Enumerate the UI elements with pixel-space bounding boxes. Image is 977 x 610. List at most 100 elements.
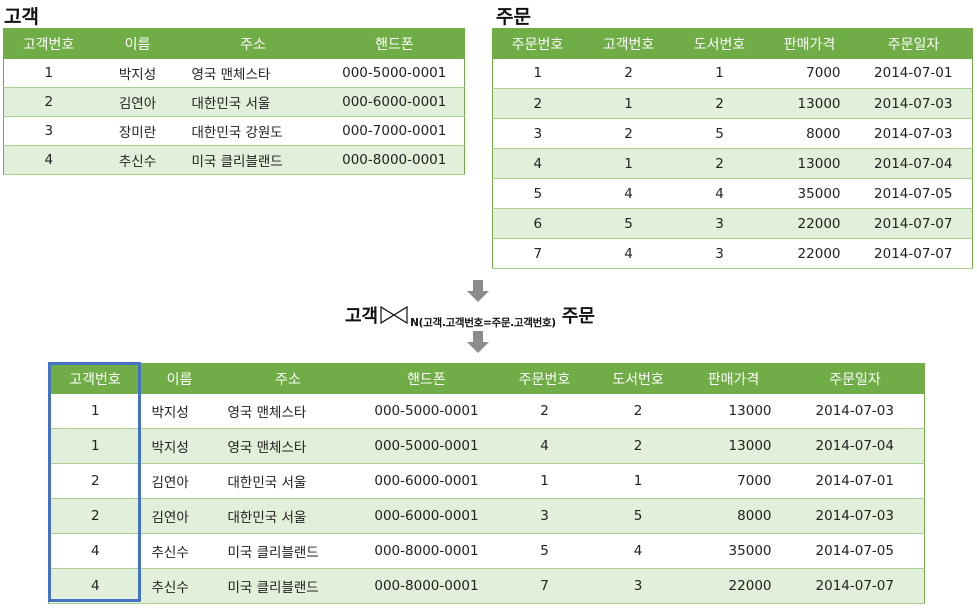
customer-table: 고객번호 이름 주소 핸드폰 1 박지성 영국 맨체스타 000-5000-00… [3, 28, 465, 175]
cell: 2 [3, 87, 94, 117]
cell: 2 [48, 463, 142, 499]
header-name: 이름 [93, 28, 182, 59]
cell: 4 [48, 568, 142, 604]
header-customer-id: 고객번호 [582, 28, 675, 59]
cell: 3 [494, 498, 595, 534]
table-row: 7 4 3 22000 2014-07-07 [492, 238, 973, 269]
cell: 4 [594, 533, 682, 569]
header-order-date: 주문일자 [785, 363, 925, 394]
cell: 22000 [764, 238, 855, 269]
cell: 13000 [681, 393, 786, 429]
cell: 김연아 [141, 463, 218, 499]
cell: 박지성 [141, 393, 218, 429]
cell: 13000 [764, 88, 855, 119]
cell: 2 [582, 58, 675, 89]
cell: 김연아 [93, 87, 182, 117]
cell: 대한민국 서울 [217, 463, 359, 499]
cell: 35000 [681, 533, 786, 569]
cell: 4 [582, 178, 675, 209]
table-row: 2 1 2 13000 2014-07-03 [492, 88, 973, 119]
cell: 2014-07-03 [785, 498, 925, 534]
header-book-id: 도서번호 [674, 28, 765, 59]
cell: 1 [492, 58, 583, 89]
cell: 7 [492, 238, 583, 269]
header-price: 판매가격 [764, 28, 855, 59]
cell: 3 [674, 208, 765, 239]
cell: 000-5000-0001 [358, 393, 495, 429]
order-table-label: 주문 [496, 6, 531, 28]
cell: 2014-07-04 [785, 428, 925, 464]
cell: 4 [494, 428, 595, 464]
cell: 000-8000-0001 [358, 568, 495, 604]
header-order-date: 주문일자 [854, 28, 973, 59]
cell: 미국 클리블랜드 [181, 145, 325, 175]
cell: 2014-07-01 [785, 463, 925, 499]
table-row: 5 4 4 35000 2014-07-05 [492, 178, 973, 209]
cell: 2014-07-07 [785, 568, 925, 604]
cell: 7000 [764, 58, 855, 89]
cell: 4 [674, 178, 765, 209]
cell: 박지성 [141, 428, 218, 464]
cell: 3 [674, 238, 765, 269]
cell: 2014-07-03 [854, 88, 973, 119]
cell: 1 [3, 58, 94, 88]
header-order-id: 주문번호 [492, 28, 583, 59]
cell: 2 [594, 393, 682, 429]
table-row: 2 김연아 대한민국 서울 000-6000-0001 1 1 7000 201… [48, 463, 925, 499]
cell: 3 [492, 118, 583, 149]
table-row: 1 박지성 영국 맨체스타 000-5000-0001 [3, 58, 465, 88]
cell: 장미란 [93, 116, 182, 146]
join-formula: 고객 N(고객.고객번호=주문.고객번호) 주문 [345, 300, 595, 330]
cell: 2 [492, 88, 583, 119]
cell: 22000 [764, 208, 855, 239]
table-row: 3 장미란 대한민국 강원도 000-7000-0001 [3, 116, 465, 146]
cell: 1 [494, 463, 595, 499]
cell: 1 [48, 428, 142, 464]
cell: 000-6000-0001 [358, 463, 495, 499]
cell: 8000 [681, 498, 786, 534]
cell: 2 [582, 118, 675, 149]
cell: 000-7000-0001 [324, 116, 465, 146]
cell: 000-8000-0001 [324, 145, 465, 175]
cell: 5 [582, 208, 675, 239]
cell: 2 [674, 148, 765, 179]
cell: 2014-07-05 [854, 178, 973, 209]
table-row: 2 김연아 대한민국 서울 000-6000-0001 3 5 8000 201… [48, 498, 925, 534]
cell: 2014-07-04 [854, 148, 973, 179]
cell: 영국 맨체스타 [217, 393, 359, 429]
cell: 대한민국 강원도 [181, 116, 325, 146]
cell: 13000 [764, 148, 855, 179]
cell: 3 [594, 568, 682, 604]
table-row: 1 박지성 영국 맨체스타 000-5000-0001 2 2 13000 20… [48, 393, 925, 429]
header-name: 이름 [141, 363, 218, 394]
cell: 미국 클리블랜드 [217, 568, 359, 604]
table-row: 1 박지성 영국 맨체스타 000-5000-0001 4 2 13000 20… [48, 428, 925, 464]
cell: 추신수 [141, 533, 218, 569]
cell: 5 [494, 533, 595, 569]
cell: 김연아 [141, 498, 218, 534]
cell: 3 [3, 116, 94, 146]
cell: 2 [594, 428, 682, 464]
cell: 1 [594, 463, 682, 499]
table-row: 6 5 3 22000 2014-07-07 [492, 208, 973, 239]
cell: 2 [674, 88, 765, 119]
cell: 영국 맨체스타 [217, 428, 359, 464]
bowtie-join-icon [380, 305, 408, 325]
cell: 4 [582, 238, 675, 269]
cell: 1 [674, 58, 765, 89]
cell: 35000 [764, 178, 855, 209]
cell: 2 [494, 393, 595, 429]
cell: 8000 [764, 118, 855, 149]
cell: 7000 [681, 463, 786, 499]
cell: 5 [594, 498, 682, 534]
table-row: 4 추신수 미국 클리블랜드 000-8000-0001 5 4 35000 2… [48, 533, 925, 569]
formula-right-relation: 주문 [561, 306, 595, 327]
cell: 22000 [681, 568, 786, 604]
cell: 000-5000-0001 [324, 58, 465, 88]
header-address: 주소 [181, 28, 325, 59]
cell: 000-6000-0001 [358, 498, 495, 534]
order-table: 주문번호 고객번호 도서번호 판매가격 주문일자 1 2 1 7000 2014… [492, 28, 973, 269]
cell: 2014-07-03 [854, 118, 973, 149]
cell: 5 [674, 118, 765, 149]
cell: 000-8000-0001 [358, 533, 495, 569]
